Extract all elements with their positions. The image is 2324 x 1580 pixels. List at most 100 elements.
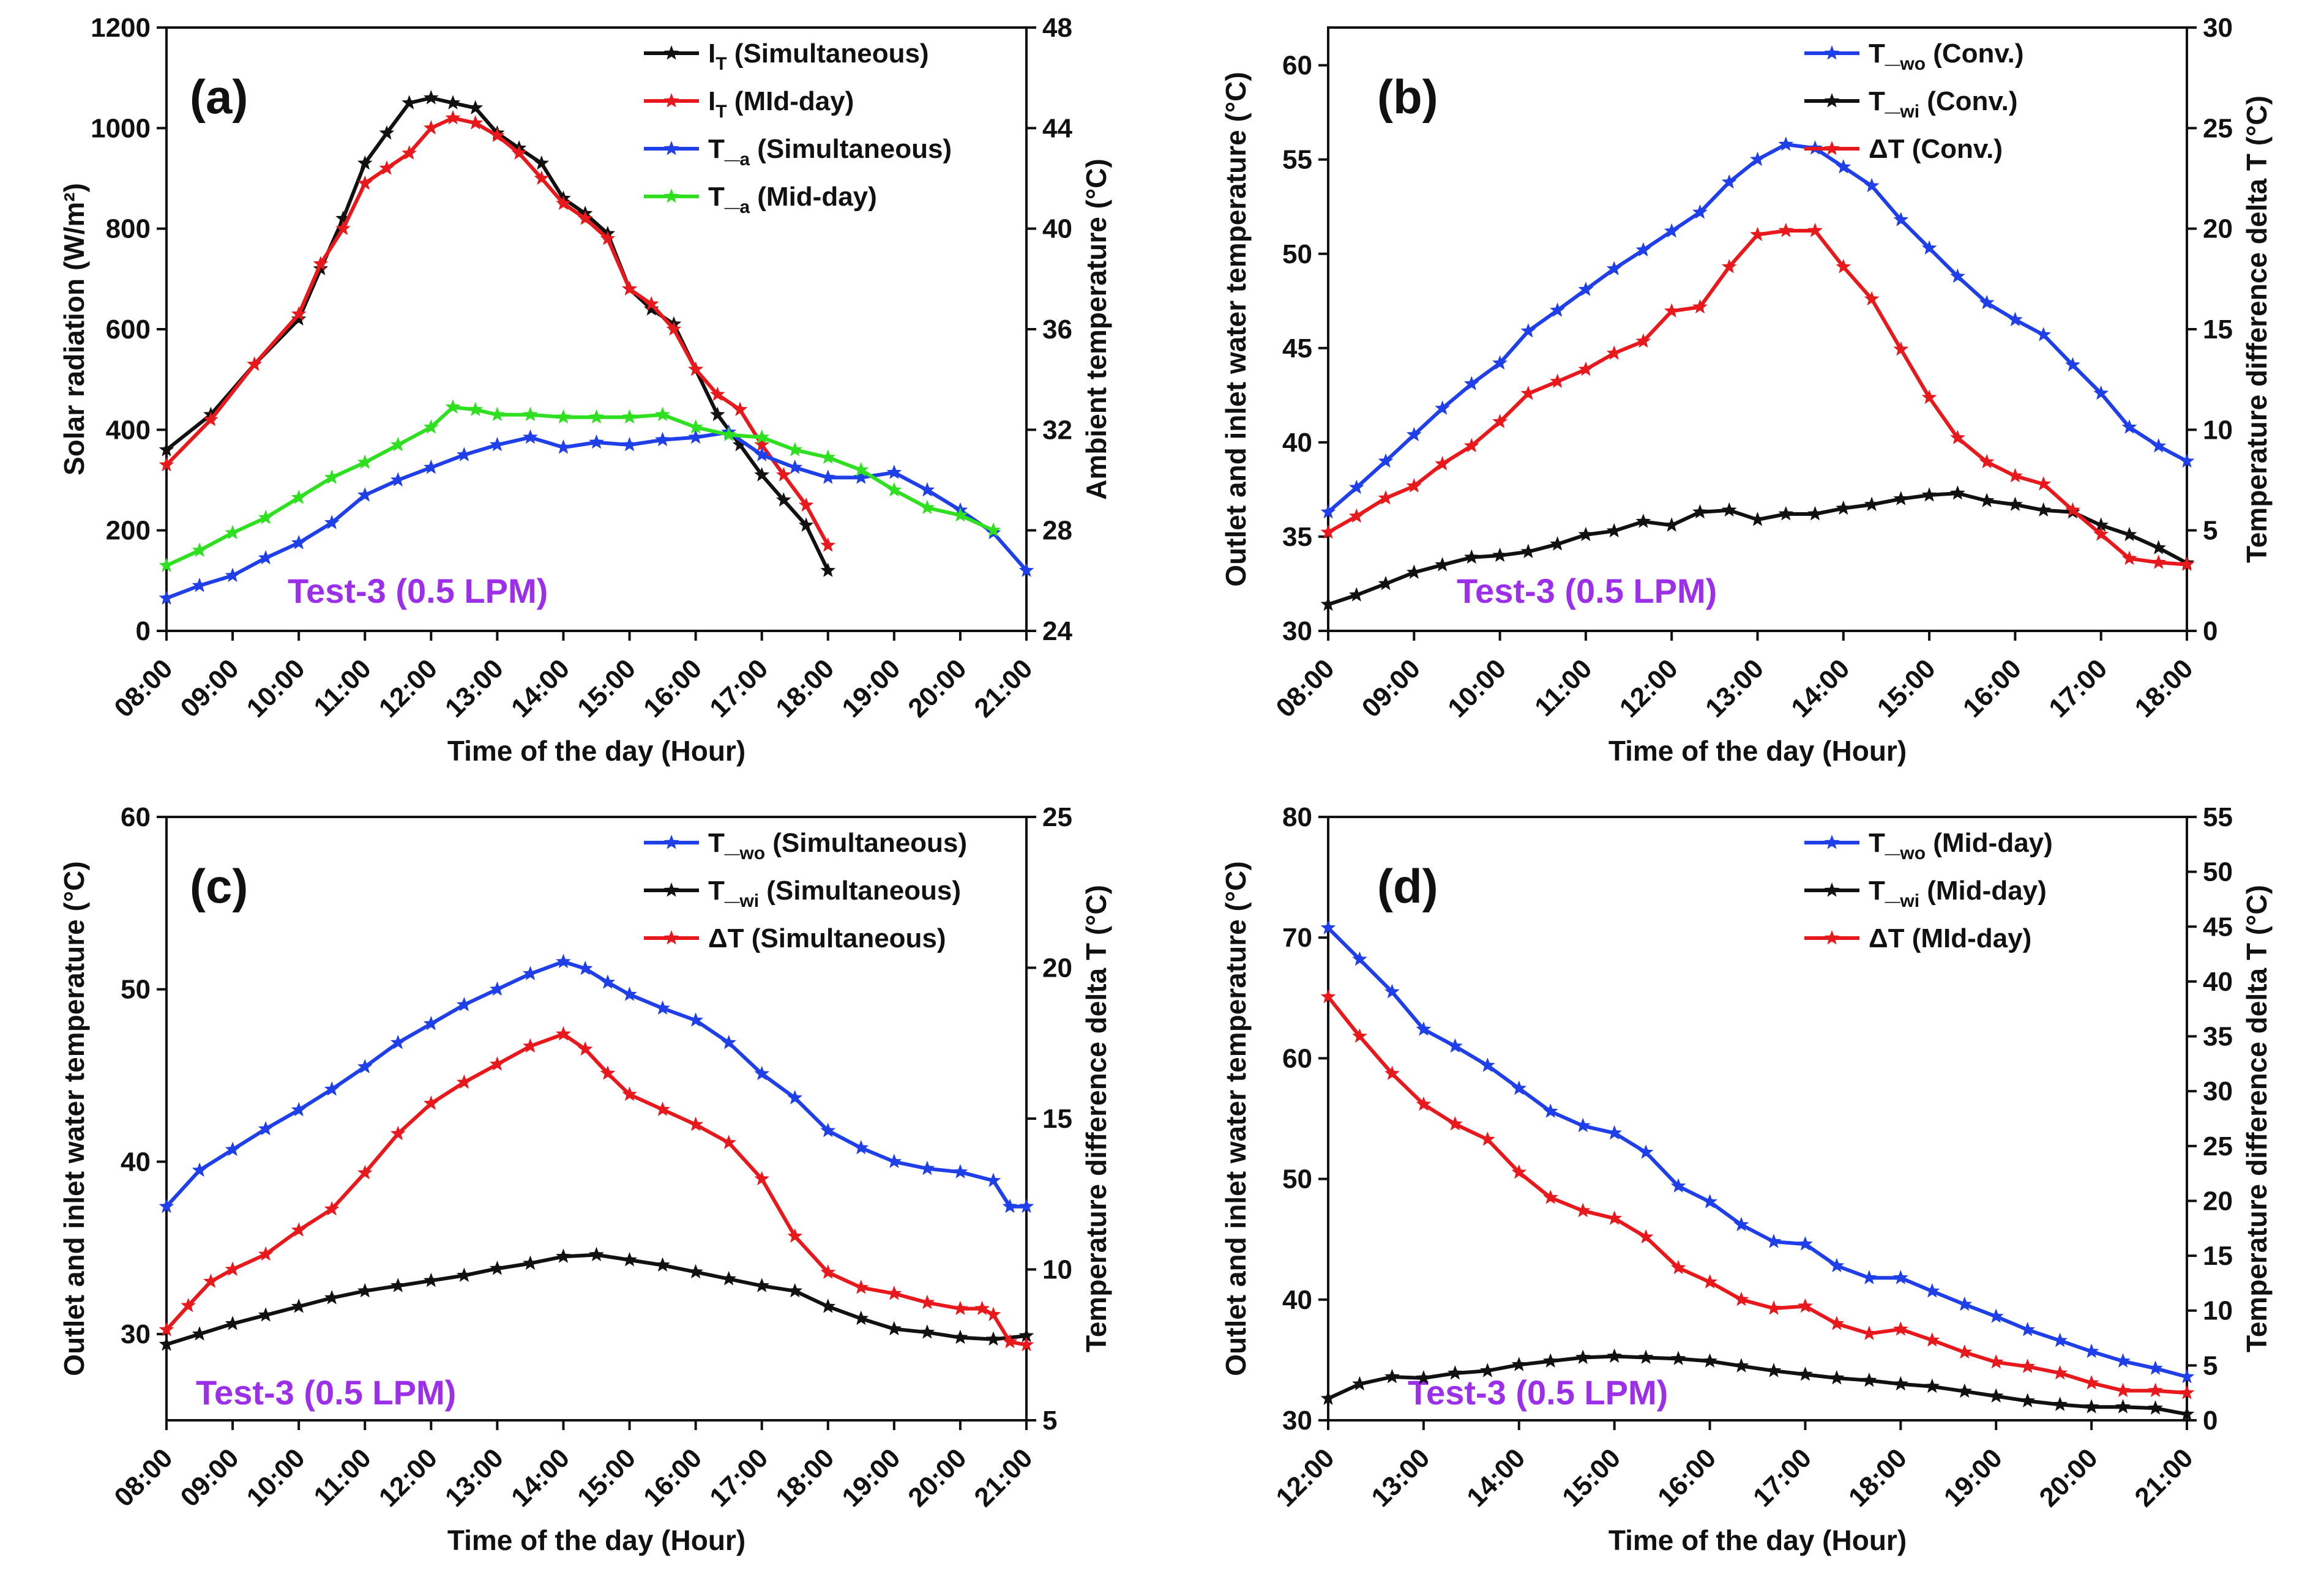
data-point xyxy=(853,462,869,477)
data-point xyxy=(457,447,472,461)
y2-tick-label: 10 xyxy=(2203,1296,2233,1326)
legend-marker xyxy=(663,882,679,897)
data-point xyxy=(1435,400,1450,415)
data-point xyxy=(1378,453,1394,468)
legend-entry: T_wi (Simultaneous) xyxy=(708,876,961,911)
data-point xyxy=(291,1222,307,1237)
x-tick-label: 20:00 xyxy=(902,1443,972,1513)
data-point xyxy=(192,1326,207,1341)
data-point xyxy=(2151,554,2167,569)
y2-tick-label: 0 xyxy=(2203,616,2218,646)
data-point xyxy=(1778,506,1794,521)
data-point xyxy=(1511,1080,1527,1095)
series-line xyxy=(1327,1354,2188,1417)
data-point xyxy=(1921,389,1937,404)
data-point xyxy=(423,90,439,105)
data-point xyxy=(709,386,725,401)
data-point xyxy=(1957,1344,1973,1359)
data-point xyxy=(2065,357,2080,372)
data-point xyxy=(1320,504,1336,519)
data-point xyxy=(1018,1336,1034,1352)
data-point xyxy=(577,960,593,975)
data-point xyxy=(919,482,935,497)
data-point xyxy=(1511,1357,1527,1371)
data-point xyxy=(985,1331,1001,1346)
data-point xyxy=(787,1090,803,1105)
data-point xyxy=(655,406,670,422)
x-tick-label: 12:00 xyxy=(373,654,443,723)
data-point xyxy=(820,1264,836,1279)
data-point xyxy=(1463,549,1479,564)
data-point xyxy=(919,1324,935,1339)
y-tick-label: 70 xyxy=(1282,923,1312,953)
y2-tick-label: 25 xyxy=(1042,802,1072,832)
data-point xyxy=(1606,345,1622,360)
y2-tick-label: 20 xyxy=(2203,1186,2233,1216)
data-point xyxy=(776,492,791,507)
data-point xyxy=(1893,341,1909,356)
data-point xyxy=(1384,983,1400,999)
data-point xyxy=(1378,490,1394,505)
data-point xyxy=(1578,281,1594,296)
data-point xyxy=(688,429,703,444)
data-point xyxy=(490,981,505,996)
data-point xyxy=(754,447,770,461)
data-point xyxy=(457,1074,472,1089)
y-tick-label: 30 xyxy=(1282,616,1312,646)
data-point xyxy=(1893,1321,1908,1336)
data-point xyxy=(688,1116,703,1131)
x-tick-label: 11:00 xyxy=(308,654,377,723)
data-point xyxy=(1320,524,1336,539)
data-point xyxy=(2148,1400,2163,1415)
x-tick-label: 15:00 xyxy=(572,1443,641,1513)
data-point xyxy=(2052,1365,2068,1380)
chart-panel-1: 08:00 09:00 10:00 11:00 12:00 13:00 14:00 15:00… xyxy=(1220,13,2273,767)
data-point xyxy=(390,472,406,486)
data-point xyxy=(1950,430,1965,444)
x-tick-label: 13:00 xyxy=(1366,1443,1435,1513)
x-tick-label: 18:00 xyxy=(770,654,840,723)
data-point xyxy=(1416,1370,1432,1385)
x-tick-label: 21:00 xyxy=(2129,1443,2199,1513)
data-point xyxy=(390,1125,406,1141)
data-point xyxy=(1979,493,1995,507)
legend-marker xyxy=(663,93,679,108)
data-point xyxy=(1018,562,1034,577)
data-point xyxy=(1435,557,1450,572)
data-point xyxy=(203,411,219,427)
data-point xyxy=(258,1307,274,1322)
data-point xyxy=(1448,1038,1463,1053)
test-label: Test-3 (0.5 LPM) xyxy=(1408,1373,1668,1412)
data-point xyxy=(1702,1194,1717,1209)
data-point xyxy=(1520,386,1536,400)
data-point xyxy=(1352,1028,1367,1043)
series-line xyxy=(165,405,995,567)
data-point xyxy=(468,115,484,130)
data-point xyxy=(820,1299,836,1313)
y-tick-label: 30 xyxy=(121,1319,151,1349)
data-point xyxy=(1638,1349,1654,1364)
data-point xyxy=(2008,496,2023,512)
legend-entry: T_wo (Conv.) xyxy=(1869,39,2024,74)
y2-tick-label: 45 xyxy=(2203,912,2233,942)
data-point xyxy=(787,460,803,474)
y2-tick-label: 15 xyxy=(1042,1104,1072,1134)
data-point xyxy=(1435,456,1450,471)
x-axis-label: Time of the day (Hour) xyxy=(1608,1524,1907,1556)
data-point xyxy=(2083,1343,2099,1358)
data-point xyxy=(203,1273,219,1288)
legend-marker xyxy=(1824,45,1840,60)
x-tick-label: 12:00 xyxy=(1270,1443,1340,1513)
y-tick-label: 80 xyxy=(1282,802,1312,832)
legend-marker xyxy=(663,835,679,849)
data-point xyxy=(291,306,307,321)
data-point xyxy=(1721,259,1737,274)
legend-marker xyxy=(663,141,679,155)
data-point xyxy=(2052,1332,2068,1347)
legend-marker xyxy=(1824,93,1840,108)
y2-tick-label: 32 xyxy=(1042,415,1072,445)
y2-tick-label: 40 xyxy=(2203,967,2233,997)
legend-entry: ΔT (Conv.) xyxy=(1869,134,2003,164)
y2-tick-label: 40 xyxy=(1042,214,1072,244)
